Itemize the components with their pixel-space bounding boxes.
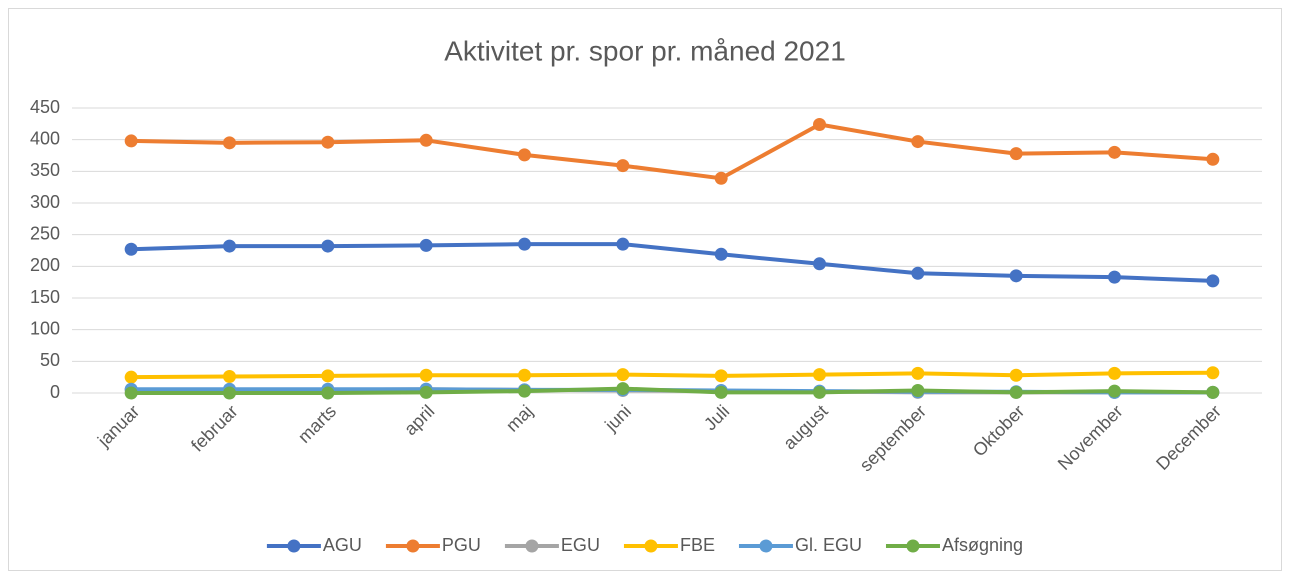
legend-label: EGU <box>561 535 600 555</box>
legend-marker <box>906 539 920 553</box>
legend-label: Gl. EGU <box>795 535 862 555</box>
legend-marker <box>406 539 420 553</box>
point <box>1108 384 1121 398</box>
point <box>1009 147 1023 161</box>
point <box>616 237 630 251</box>
point <box>1108 145 1121 159</box>
point <box>321 369 335 383</box>
legend-marker <box>287 539 301 553</box>
y-tick-label: 200 <box>30 255 60 275</box>
y-tick-label: 100 <box>30 318 60 338</box>
point <box>518 237 531 251</box>
series-line <box>129 386 1215 395</box>
point <box>419 133 433 147</box>
y-tick-label: 350 <box>30 160 60 180</box>
point <box>419 238 433 252</box>
point <box>813 257 826 271</box>
point <box>1108 366 1121 380</box>
y-tick-label: 250 <box>30 223 60 243</box>
point <box>1009 368 1023 382</box>
legend-label: Afsøgning <box>942 535 1023 555</box>
legend-label: PGU <box>442 535 481 555</box>
legend-label: FBE <box>680 535 715 555</box>
point <box>813 385 826 399</box>
point <box>124 370 138 384</box>
point <box>1009 269 1023 283</box>
point <box>714 171 728 185</box>
legend-label: AGU <box>323 535 362 555</box>
point <box>223 136 236 150</box>
point <box>518 148 531 162</box>
point <box>223 386 236 400</box>
point <box>911 366 925 380</box>
point <box>1206 274 1220 288</box>
point <box>911 266 925 280</box>
series-line <box>129 122 1215 181</box>
point <box>714 369 728 383</box>
point <box>714 385 728 399</box>
point <box>1206 152 1220 166</box>
point <box>616 368 630 382</box>
point <box>813 117 826 131</box>
point <box>616 382 630 396</box>
legend-marker <box>759 539 773 553</box>
point <box>419 385 433 399</box>
point <box>1108 270 1121 284</box>
y-tick-label: 150 <box>30 287 60 307</box>
point <box>124 242 138 256</box>
point <box>813 368 826 382</box>
chart-title: Aktivitet pr. spor pr. måned 2021 <box>444 35 846 66</box>
point <box>1206 385 1220 399</box>
point <box>321 239 335 253</box>
legend-marker <box>644 539 658 553</box>
point <box>1009 385 1023 399</box>
point <box>321 135 335 149</box>
point <box>1206 366 1220 380</box>
y-tick-label: 50 <box>40 350 60 370</box>
y-tick-label: 300 <box>30 192 60 212</box>
y-tick-label: 400 <box>30 128 60 148</box>
point <box>714 247 728 261</box>
point <box>124 134 138 148</box>
legend-marker <box>525 539 539 553</box>
point <box>518 368 531 382</box>
point <box>616 159 630 173</box>
point <box>911 135 925 149</box>
point <box>911 383 925 397</box>
legend: AGU PGU EGU FBE Gl. EGU Afsøgning <box>266 535 1023 555</box>
series-line <box>129 242 1215 283</box>
chart-border <box>8 8 1282 571</box>
point <box>419 368 433 382</box>
point <box>518 384 531 398</box>
point <box>223 370 236 384</box>
y-tick-label: 0 <box>50 382 60 402</box>
point <box>124 386 138 400</box>
y-tick-label: 450 <box>30 97 60 117</box>
series-line <box>129 370 1215 380</box>
point <box>223 239 236 253</box>
point <box>321 386 335 400</box>
